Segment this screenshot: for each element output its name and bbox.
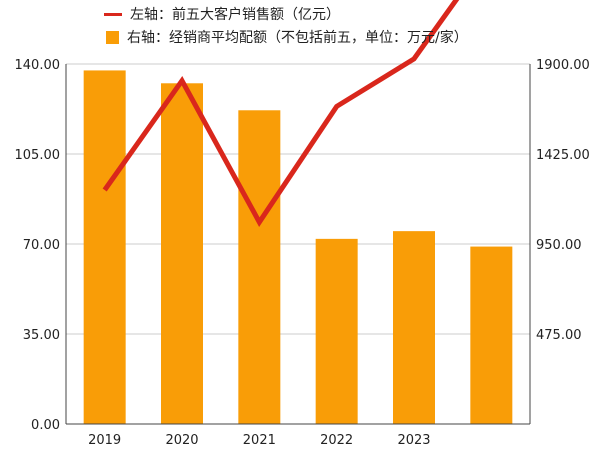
left-tick-label: 105.00	[15, 148, 61, 163]
bar	[393, 231, 435, 424]
legend-bar-label: 右轴：经销商平均配额（不包括前五，单位：万元/家）	[127, 30, 468, 46]
x-tick-label: 2021	[243, 433, 276, 448]
left-tick-label: 0.00	[31, 418, 60, 433]
x-tick-label: 2020	[165, 433, 198, 448]
x-tick-label: 2023	[397, 433, 430, 448]
bar	[238, 110, 281, 425]
left-tick-label: 70.00	[23, 238, 60, 253]
legend: 左轴：前五大客户销售额（亿元） 右轴：经销商平均配额（不包括前五，单位：万元/家…	[104, 4, 468, 50]
x-tick-label: 2022	[320, 433, 353, 448]
legend-item-bar: 右轴：经销商平均配额（不包括前五，单位：万元/家）	[104, 27, 468, 47]
bar	[161, 83, 203, 425]
left-tick-label: 35.00	[23, 328, 60, 343]
line-series	[102, 0, 460, 227]
bar	[83, 70, 126, 424]
legend-item-line: 左轴：前五大客户销售额（亿元）	[104, 4, 468, 24]
bar	[315, 238, 358, 424]
left-tick-label: 140.00	[15, 58, 61, 73]
right-tick-label: 1425.00	[536, 148, 590, 163]
legend-line-label: 左轴：前五大客户销售额（亿元）	[130, 7, 340, 23]
right-tick-label: 950.00	[536, 238, 582, 253]
x-tick-label: 2019	[88, 433, 121, 448]
right-tick-label: 475.00	[536, 328, 582, 343]
bar	[470, 246, 513, 424]
line-swatch	[104, 12, 122, 16]
bar-swatch	[106, 30, 119, 44]
right-tick-label: 1900.00	[536, 58, 590, 73]
